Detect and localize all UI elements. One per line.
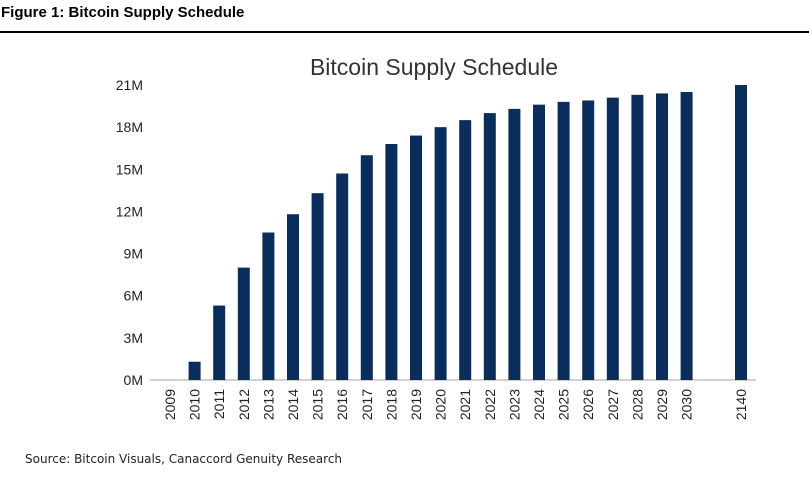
- bar-2022: [483, 113, 496, 380]
- x-tick-label-2021: 2021: [457, 389, 473, 420]
- bars: [188, 85, 747, 381]
- bar-2011: [213, 305, 226, 380]
- y-tick-label: 0M: [124, 372, 143, 388]
- bar-2012: [237, 267, 250, 380]
- bar-2024: [533, 104, 545, 381]
- x-tick-label-2009: 2009: [162, 389, 178, 420]
- bar-2017: [360, 155, 373, 380]
- bar-2015: [311, 193, 324, 380]
- x-tick-label-2013: 2013: [260, 389, 276, 420]
- x-tick-label-2024: 2024: [531, 389, 547, 420]
- supply-chart: Bitcoin Supply Schedule 0M 3M 6M 9M 12M 15M 18…: [116, 54, 756, 420]
- y-tick-label: 3M: [124, 330, 143, 346]
- bar-2140: [735, 85, 747, 380]
- y-tick-label: 18M: [116, 119, 143, 135]
- bar-2030: [680, 92, 693, 381]
- bar-2026: [582, 100, 595, 380]
- x-tick-label-2027: 2027: [605, 389, 621, 420]
- bar-2020: [434, 127, 447, 381]
- y-tick-label: 9M: [124, 246, 143, 262]
- x-tick-label-2028: 2028: [629, 389, 645, 420]
- chart-title: Bitcoin Supply Schedule: [310, 54, 558, 80]
- bar-2028: [631, 94, 644, 380]
- x-tick-label-2010: 2010: [187, 389, 203, 420]
- x-tick-label-2017: 2017: [359, 389, 375, 420]
- x-tick-label-2030: 2030: [679, 389, 695, 420]
- x-tick-label-2015: 2015: [310, 389, 326, 420]
- source-note: Source: Bitcoin Visuals, Canaccord Genui…: [25, 452, 343, 466]
- x-tick-label-2016: 2016: [334, 389, 350, 420]
- x-tick-label-2012: 2012: [236, 389, 252, 420]
- x-tick-label-2026: 2026: [580, 389, 596, 420]
- bar-2027: [606, 97, 619, 381]
- y-tick-label: 15M: [116, 161, 143, 177]
- x-tick-label-2022: 2022: [482, 389, 498, 420]
- x-axis-ticks: 2009 2010 2011 2012 2013 2014 2015 2016 2017 2018…: [162, 389, 749, 420]
- y-tick-label: 6M: [124, 288, 143, 304]
- bar-2021: [459, 120, 472, 380]
- x-tick-label-2011: 2011: [211, 389, 227, 419]
- x-tick-label-2020: 2020: [433, 389, 449, 420]
- y-axis-ticks: 0M 3M 6M 9M 12M 15M 18M 21M: [116, 77, 143, 388]
- bar-2014: [287, 214, 299, 380]
- bar-2019: [410, 135, 422, 380]
- figure-title: Figure 1: Bitcoin Supply Schedule: [1, 4, 245, 21]
- title-rule: [0, 31, 809, 33]
- x-tick-label-2019: 2019: [408, 389, 424, 420]
- y-tick-label: 12M: [116, 203, 143, 219]
- x-tick-label-2029: 2029: [654, 389, 670, 420]
- bar-2013: [262, 232, 275, 380]
- x-tick-label-2014: 2014: [285, 389, 301, 420]
- bar-2016: [336, 173, 349, 380]
- bar-2025: [557, 101, 570, 380]
- x-tick-label-2023: 2023: [506, 389, 522, 420]
- x-tick-label-2140: 2140: [733, 389, 749, 420]
- bar-2018: [385, 144, 398, 380]
- y-tick-label: 21M: [116, 77, 143, 93]
- bar-2023: [508, 108, 521, 380]
- x-tick-label-2025: 2025: [556, 389, 572, 420]
- bar-2029: [656, 93, 668, 380]
- x-tick-label-2018: 2018: [383, 389, 399, 420]
- bar-2010: [188, 361, 201, 380]
